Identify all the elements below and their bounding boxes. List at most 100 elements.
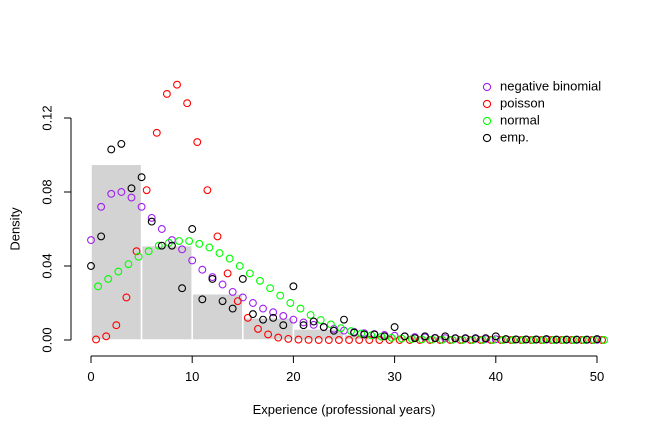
negative-binomial-point [269,308,278,317]
poisson-point [537,336,546,344]
emp-point [512,335,520,344]
x-tick-label: 10 [185,369,199,384]
poisson-point [324,336,333,344]
normal-point [337,324,345,333]
emp-point [168,241,176,250]
legend-marker-negative-binomial [482,82,492,92]
normal-point [276,291,285,300]
emp-point [188,225,197,233]
poisson-point [274,333,283,342]
negative-binomial-point [259,304,267,313]
poisson-point [213,232,222,241]
negative-binomial-point [279,312,288,320]
normal-point [185,237,194,245]
poisson-point [557,336,566,344]
poisson-point [142,186,151,195]
poisson-point [284,334,293,343]
negative-binomial-point [188,256,197,265]
emp-point [370,330,379,339]
poisson-point [314,336,323,344]
poisson-point [365,336,374,344]
negative-binomial-point [198,265,207,274]
emp-point [350,328,359,337]
emp-point [360,330,369,339]
x-axis-ticks: 0 10 20 30 40 50 [87,356,604,384]
poisson-point [193,138,202,147]
emp-point [461,334,470,343]
x-tick-label: 20 [286,369,300,384]
poisson-point [598,336,607,344]
normal-point [205,243,214,252]
poisson-point [587,336,596,344]
normal-point [124,260,133,269]
y-axis-ticks: 0.00 0.04 0.08 0.12 [39,105,71,353]
normal-point [134,252,143,261]
poisson-point [507,336,515,344]
normal-point [377,332,386,341]
emp-point [259,315,267,324]
emp-point [157,241,166,250]
emp-point [137,173,146,182]
emp-point [127,184,136,193]
emp-point [451,334,460,343]
emp-point [147,217,156,226]
emp-point [178,284,187,293]
histogram-bar [140,244,193,341]
normal-point [154,241,163,250]
negative-binomial-point [309,320,318,329]
normal-point [326,320,335,329]
x-tick-label: 0 [87,369,94,384]
emp-point [481,334,490,343]
poisson-point [254,324,262,333]
normal-point [316,316,325,324]
emp-point [471,334,480,343]
poisson-point [203,186,212,195]
histogram-bars [90,163,598,341]
emp-point [380,332,389,341]
negative-binomial-point [248,299,257,307]
negative-binomial-point [87,236,95,245]
poisson-point [476,336,485,344]
emp-point [329,326,338,335]
negative-binomial-point [137,202,146,211]
legend-label-normal: normal [500,112,540,127]
negative-binomial-point [117,188,126,196]
normal-point [114,267,123,276]
negative-binomial-point [157,225,166,233]
emp-point [218,297,227,306]
emp-point [198,295,207,304]
poisson-point [496,336,505,344]
poisson-point [567,336,576,344]
y-tick-label: 0.08 [39,179,54,204]
poisson-point [264,330,273,339]
emp-point [97,232,106,241]
histogram-bar [495,338,548,341]
emp-point [522,335,531,344]
poisson-point [152,128,161,137]
emp-point [117,139,126,148]
poisson-point [162,89,171,98]
x-tick-label: 30 [387,369,401,384]
legend-label-poisson: poisson [500,95,545,110]
poisson-point [334,336,343,344]
normal-point [256,276,264,285]
negative-binomial-point [218,280,227,289]
poisson-point [304,335,313,344]
emp-point [87,262,95,270]
poisson-point [243,313,252,322]
emp-point [279,321,288,330]
poisson-point [132,247,141,256]
poisson-point [183,99,192,108]
x-tick-label: 50 [590,369,604,384]
emp-point [593,335,601,344]
poisson-point [173,80,181,89]
emp-point [501,335,510,344]
poisson-point [456,336,465,344]
normal-point [215,249,224,258]
emp-point [562,335,571,344]
normal-point [235,262,244,270]
poisson-point [345,336,354,344]
normal-point [266,284,275,293]
poisson-point [122,293,131,302]
